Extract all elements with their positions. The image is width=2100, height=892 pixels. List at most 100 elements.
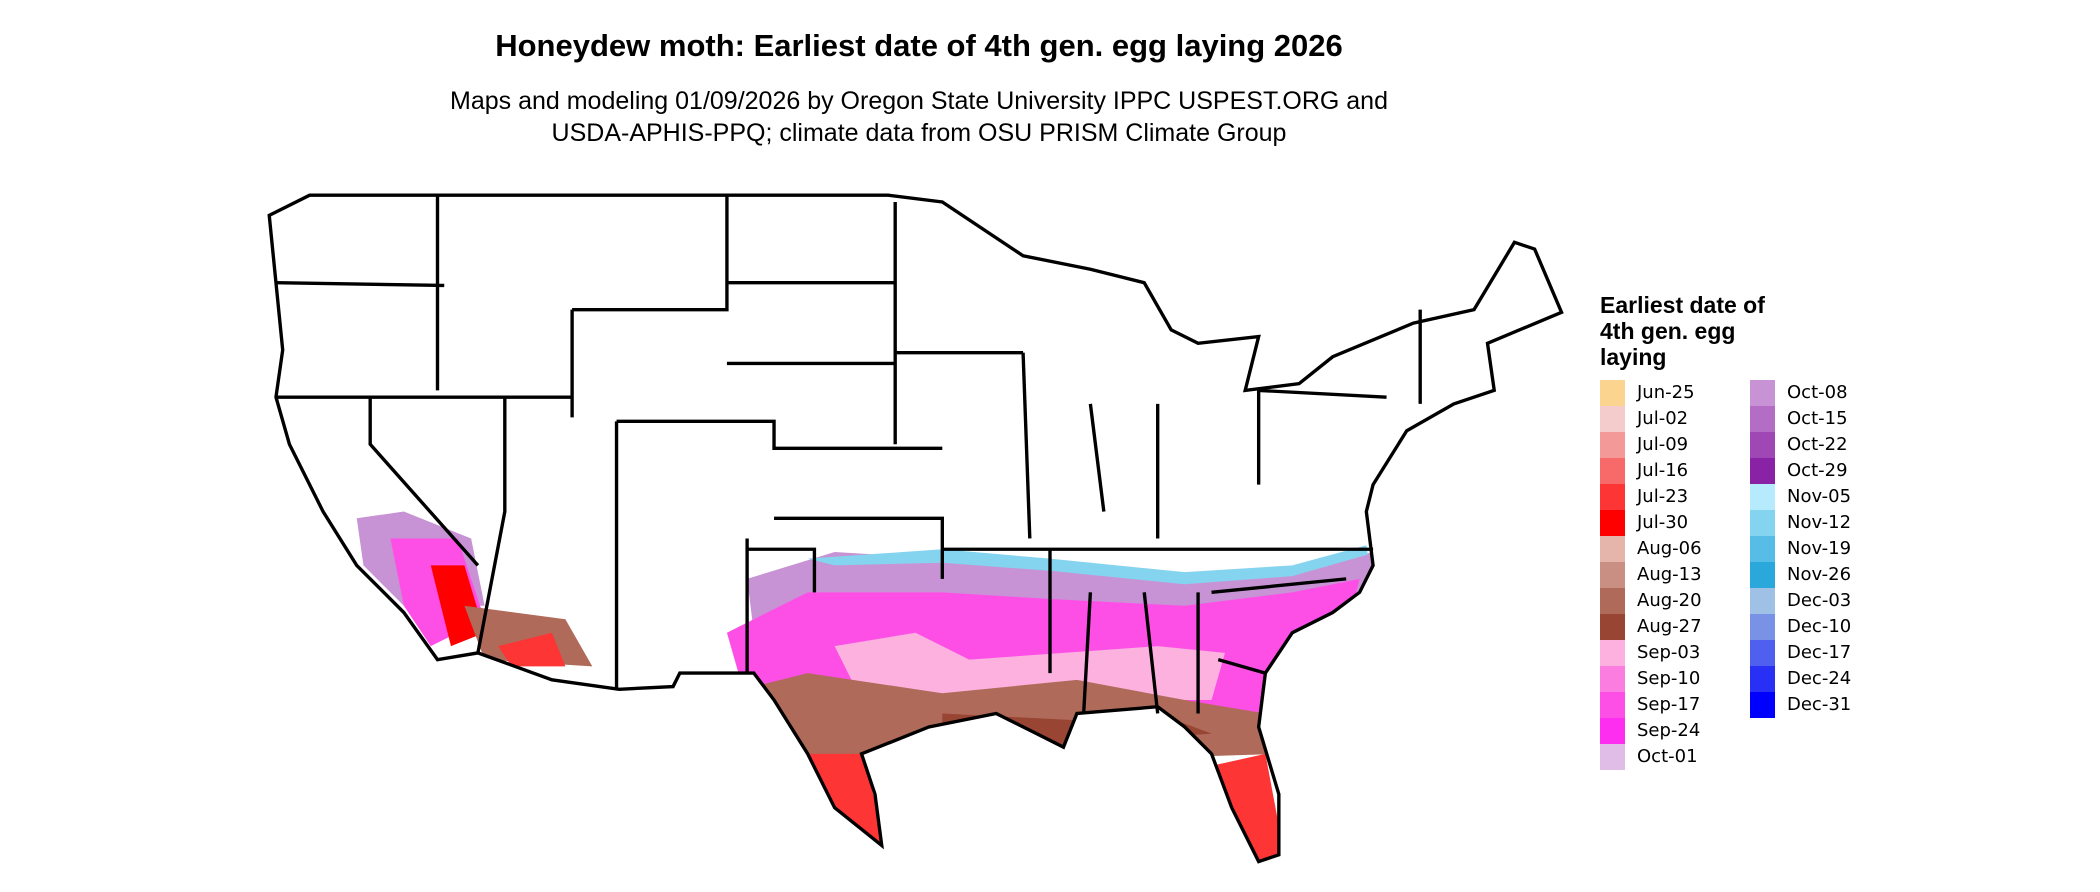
legend-item: Dec-17 — [1750, 640, 1860, 666]
legend-label: Dec-24 — [1787, 668, 1852, 689]
legend-label: Dec-10 — [1787, 616, 1852, 637]
zone-desert-brown — [464, 605, 593, 667]
legend-columns: Jun-25 Jul-02 Jul-09 Jul-16 Jul-23 Jul-30 Aug-… — [1600, 380, 1900, 770]
legend-label: Sep-17 — [1637, 694, 1701, 715]
legend-label: Dec-17 — [1787, 642, 1852, 663]
legend-swatch — [1600, 562, 1625, 588]
legend-item: Oct-22 — [1750, 432, 1860, 458]
legend-label: Jun-25 — [1637, 382, 1695, 403]
legend-item: Jun-25 — [1600, 380, 1710, 406]
legend-title: Earliest date of 4th gen. egg laying — [1600, 292, 1765, 370]
legend-label: Nov-05 — [1787, 486, 1852, 507]
legend-item: Oct-29 — [1750, 458, 1860, 484]
legend-swatch — [1750, 588, 1775, 614]
legend-label: Aug-20 — [1637, 590, 1702, 611]
map-subtitle-line-2: USDA-APHIS-PPQ; climate data from OSU PR… — [551, 119, 1287, 147]
map-title: Honeydew moth: Earliest date of 4th gen.… — [495, 28, 1343, 63]
legend-item: Aug-13 — [1600, 562, 1710, 588]
legend-swatch — [1600, 744, 1625, 770]
zone-red-florida — [1204, 753, 1286, 862]
legend-item: Jul-09 — [1600, 432, 1710, 458]
legend-label: Dec-03 — [1787, 590, 1852, 611]
zone-desert-red — [430, 565, 485, 647]
legend-item: Sep-10 — [1600, 666, 1710, 692]
legend-item: Oct-01 — [1600, 744, 1710, 770]
legend-label: Oct-08 — [1787, 382, 1848, 403]
legend-swatch — [1600, 640, 1625, 666]
legend-item: Sep-03 — [1600, 640, 1710, 666]
zone-nov-blue-fringe — [807, 545, 1368, 585]
legend-item: Jul-30 — [1600, 510, 1710, 536]
legend-swatch — [1600, 432, 1625, 458]
legend-swatch — [1600, 666, 1625, 692]
legend-item: Aug-06 — [1600, 536, 1710, 562]
legend-swatch — [1600, 380, 1625, 406]
legend-item: Sep-24 — [1600, 718, 1710, 744]
legend-swatch — [1600, 510, 1625, 536]
legend-swatch — [1750, 562, 1775, 588]
legend-item: Nov-12 — [1750, 510, 1860, 536]
legend-column-2: Oct-08 Oct-15 Oct-22 Oct-29 Nov-05 Nov-12 Nov-… — [1750, 380, 1860, 718]
legend-label: Sep-24 — [1637, 720, 1701, 741]
legend-swatch — [1750, 510, 1775, 536]
legend-label: Sep-03 — [1637, 642, 1701, 663]
legend-item: Aug-27 — [1600, 614, 1710, 640]
legend-item: Jul-16 — [1600, 458, 1710, 484]
legend-swatch — [1600, 718, 1625, 744]
state-borders — [275, 195, 1422, 714]
legend-swatch — [1750, 536, 1775, 562]
legend-swatch — [1600, 406, 1625, 432]
legend-item: Oct-15 — [1750, 406, 1860, 432]
legend-label: Oct-01 — [1637, 746, 1698, 767]
legend-item: Jul-23 — [1600, 484, 1710, 510]
legend-swatch — [1600, 614, 1625, 640]
zone-aug-darkbrown — [942, 713, 1212, 754]
legend-swatch — [1750, 380, 1775, 406]
legend-item: Nov-19 — [1750, 536, 1860, 562]
legend-item: Dec-10 — [1750, 614, 1860, 640]
us-outline — [267, 193, 1564, 864]
legend-item: Oct-08 — [1750, 380, 1860, 406]
legend-swatch — [1750, 458, 1775, 484]
zone-red-texas — [800, 753, 889, 849]
legend-item: Dec-24 — [1750, 666, 1860, 692]
legend-column-1: Jun-25 Jul-02 Jul-09 Jul-16 Jul-23 Jul-30 Aug-… — [1600, 380, 1710, 770]
legend-label: Aug-27 — [1637, 616, 1702, 637]
legend-swatch — [1750, 666, 1775, 692]
legend-swatch — [1750, 640, 1775, 666]
legend-item: Nov-26 — [1750, 562, 1860, 588]
legend-swatch — [1750, 614, 1775, 640]
zone-sep-pink — [834, 632, 1225, 701]
legend-item: Nov-05 — [1750, 484, 1860, 510]
legend-swatch — [1600, 692, 1625, 718]
legend-label: Aug-06 — [1637, 538, 1702, 559]
legend-swatch — [1600, 536, 1625, 562]
legend-swatch — [1750, 406, 1775, 432]
legend-label: Nov-26 — [1787, 564, 1852, 585]
legend-swatch — [1750, 484, 1775, 510]
legend-label: Oct-22 — [1787, 434, 1848, 455]
legend-item: Jul-02 — [1600, 406, 1710, 432]
legend-item: Dec-31 — [1750, 692, 1860, 718]
legend-swatch — [1600, 484, 1625, 510]
legend-label: Dec-31 — [1787, 694, 1852, 715]
legend-label: Sep-10 — [1637, 668, 1701, 689]
legend-item: Dec-03 — [1750, 588, 1860, 614]
legend-label: Nov-12 — [1787, 512, 1852, 533]
map-subtitle-line-1: Maps and modeling 01/09/2026 by Oregon S… — [450, 87, 1388, 115]
legend-label: Jul-09 — [1637, 434, 1689, 455]
legend-label: Oct-15 — [1787, 408, 1848, 429]
legend-label: Oct-29 — [1787, 460, 1848, 481]
legend-label: Jul-02 — [1637, 408, 1689, 429]
legend-swatch — [1750, 692, 1775, 718]
legend-swatch — [1600, 588, 1625, 614]
zone-az-red — [498, 632, 566, 667]
legend-label: Aug-13 — [1637, 564, 1702, 585]
legend-swatch — [1750, 432, 1775, 458]
legend-label: Jul-16 — [1637, 460, 1689, 481]
legend: Earliest date of 4th gen. egg laying Jun… — [1600, 292, 1900, 770]
legend-item: Aug-20 — [1600, 588, 1710, 614]
legend-label: Jul-30 — [1637, 512, 1689, 533]
legend-item: Sep-17 — [1600, 692, 1710, 718]
